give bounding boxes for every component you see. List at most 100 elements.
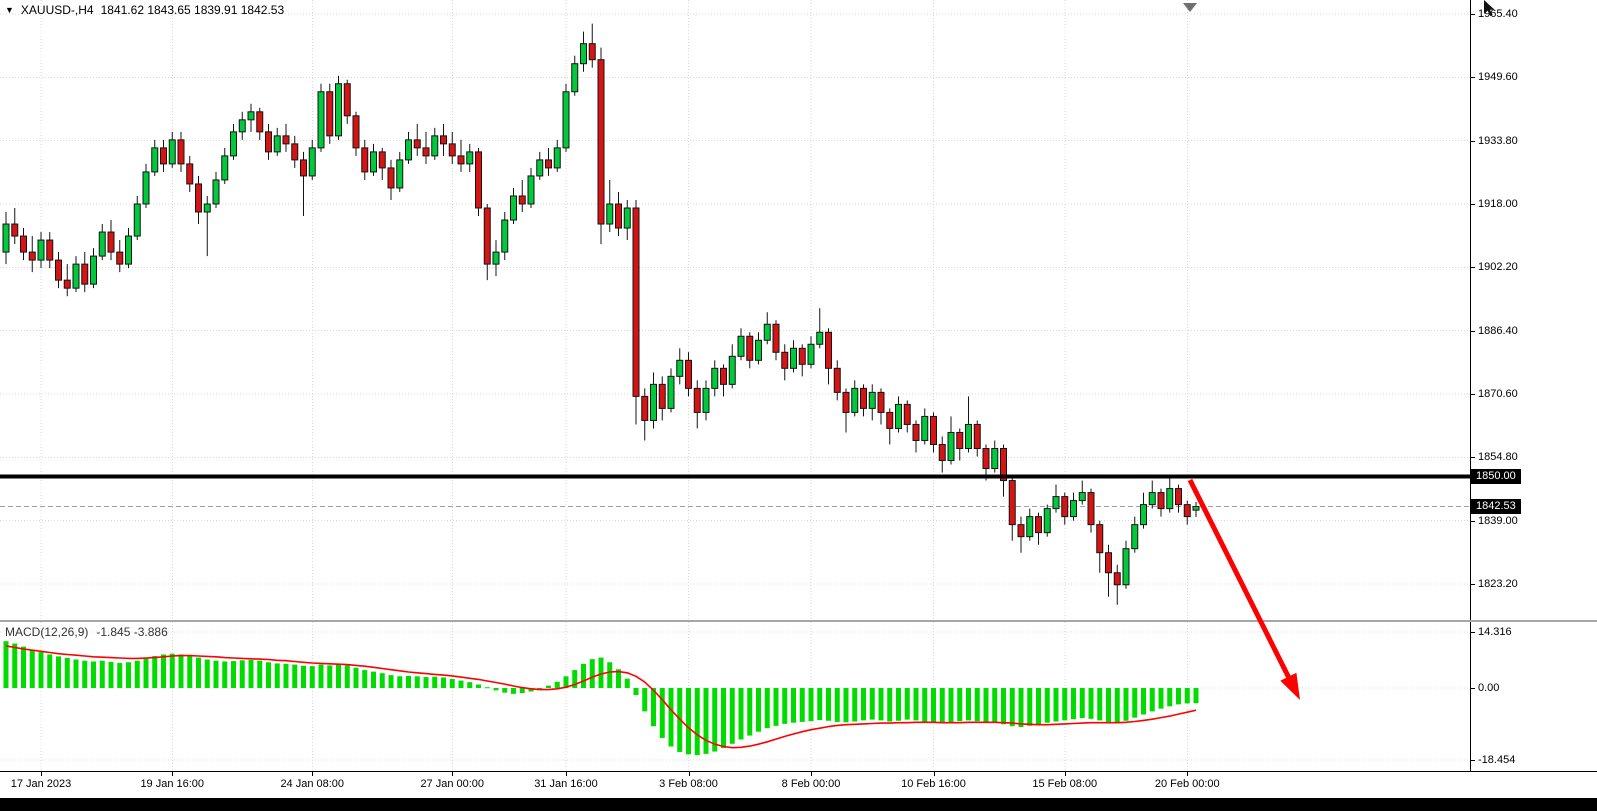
- price-axis-tick: [1471, 632, 1475, 634]
- candle-body: [1078, 492, 1086, 502]
- time-axis[interactable]: 17 Jan 2023 19 Jan 16:00 24 Jan 08:00 27 Ja…: [0, 771, 1597, 799]
- macd-histogram-bar: [1149, 688, 1155, 712]
- ohlc-values: 1841.62 1843.65 1839.91 1842.53: [100, 3, 285, 17]
- price-axis-tick: [1471, 520, 1475, 522]
- macd-tick-label: -18.454: [1478, 753, 1516, 766]
- candle-body: [833, 367, 841, 393]
- candle-body: [107, 231, 115, 253]
- candle-body: [1043, 508, 1051, 534]
- macd-histogram-bar: [869, 688, 875, 720]
- pane-splitter[interactable]: [0, 620, 1597, 622]
- macd-histogram-bar: [1018, 688, 1024, 727]
- time-axis-tick: [452, 772, 454, 776]
- macd-histogram-bar: [1079, 688, 1085, 719]
- macd-histogram-bar: [834, 688, 840, 722]
- candle-body: [1183, 504, 1191, 518]
- candle-body: [1113, 572, 1121, 586]
- candle-body: [947, 431, 955, 462]
- candle-body: [203, 203, 211, 213]
- candle-body: [903, 403, 911, 425]
- price-chart-pane[interactable]: [0, 0, 1470, 620]
- time-tick-label: 31 Jan 16:00: [534, 778, 598, 790]
- macd-histogram-bar: [379, 673, 385, 688]
- chart-shift-marker-icon[interactable]: [1183, 3, 1197, 12]
- price-tick-label: 1854.80: [1478, 451, 1518, 464]
- candle-body: [667, 375, 675, 409]
- candle-body: [851, 387, 859, 413]
- main-grid: [0, 0, 1470, 620]
- candle-body: [807, 343, 815, 365]
- macd-signal-line: [5, 645, 1197, 749]
- time-tick-label: 15 Feb 08:00: [1032, 778, 1098, 790]
- macd-histogram-bar: [213, 660, 219, 688]
- time-tick-label: 8 Feb 00:00: [781, 778, 841, 790]
- macd-histogram-bar: [336, 664, 341, 688]
- macd-histogram-bar: [1176, 688, 1181, 705]
- price-axis-tick: [1471, 14, 1475, 15]
- candles: [2, 23, 1200, 605]
- price-axis[interactable]: 1850.00 1842.53 1965.40 1949.60 1933.80 191…: [1470, 0, 1597, 771]
- macd-histogram-bar: [29, 649, 35, 688]
- macd-histogram-bar: [108, 661, 114, 688]
- time-tick-label: 10 Feb 16:00: [901, 778, 966, 790]
- macd-histogram-bar: [231, 661, 236, 688]
- candle-body: [37, 239, 45, 261]
- candle-body: [431, 135, 439, 157]
- candle-body: [991, 447, 999, 470]
- candle-body: [11, 223, 19, 237]
- macd-histogram-bar: [248, 659, 254, 688]
- candle-body: [763, 323, 771, 341]
- candle-body: [580, 43, 587, 65]
- time-axis-tick: [811, 772, 812, 776]
- candle-body: [606, 203, 614, 225]
- macd-histogram-bar: [21, 646, 26, 688]
- macd-histogram-bar: [878, 688, 884, 721]
- candle-body: [982, 447, 990, 470]
- time-tick-label: 3 Feb 08:00: [659, 778, 718, 790]
- macd-indicator-pane[interactable]: [0, 622, 1470, 771]
- candle-body: [877, 391, 885, 413]
- macd-histogram-bar: [309, 666, 315, 688]
- candle-body: [247, 111, 255, 121]
- candle-body: [317, 91, 325, 149]
- macd-histogram-bar: [572, 670, 578, 688]
- time-tick-label: 27 Jan 00:00: [420, 778, 485, 790]
- macd-histogram-bar: [1141, 688, 1146, 715]
- macd-histogram-bar: [1088, 688, 1094, 719]
- candle-body: [912, 423, 920, 441]
- candle-body: [930, 415, 937, 445]
- macd-histogram-bar: [493, 688, 499, 691]
- macd-histogram-bar: [344, 665, 350, 688]
- candle-body: [1052, 496, 1060, 510]
- candle-body: [790, 347, 797, 369]
- macd-histogram-bar: [12, 643, 18, 688]
- price-tick-label: 1949.60: [1478, 71, 1518, 84]
- candle-body: [615, 203, 622, 229]
- candle-body: [440, 135, 447, 145]
- price-axis-tick: [1471, 203, 1475, 205]
- candle-body: [956, 431, 964, 449]
- macd-histogram-bar: [1123, 688, 1129, 721]
- time-axis-tick: [172, 772, 174, 776]
- candle-body: [457, 155, 465, 165]
- candle-body: [116, 251, 124, 265]
- candle-body: [2, 223, 10, 253]
- macd-histogram-bar: [64, 657, 70, 688]
- candle-body: [728, 355, 736, 385]
- macd-histogram-bar: [694, 688, 700, 756]
- macd-histogram-bar: [274, 663, 280, 688]
- candle-body: [571, 63, 579, 93]
- price-line-label: 1850.00: [1471, 469, 1521, 485]
- macd-histogram-bar: [38, 652, 44, 688]
- macd-histogram-bar: [1132, 688, 1138, 718]
- macd-histogram-bar: [861, 688, 866, 721]
- macd-histogram-bar: [843, 688, 849, 723]
- candle-body: [1061, 496, 1069, 518]
- symbol-dropdown-icon[interactable]: ▼: [5, 5, 14, 15]
- candle-body: [1175, 488, 1182, 506]
- trend-arrow-annotation[interactable]: [1187, 478, 1300, 700]
- macd-histogram-bar: [729, 688, 735, 744]
- macd-histogram-bar: [1036, 688, 1041, 725]
- candle-body: [221, 155, 229, 181]
- macd-histogram-bar: [169, 653, 175, 688]
